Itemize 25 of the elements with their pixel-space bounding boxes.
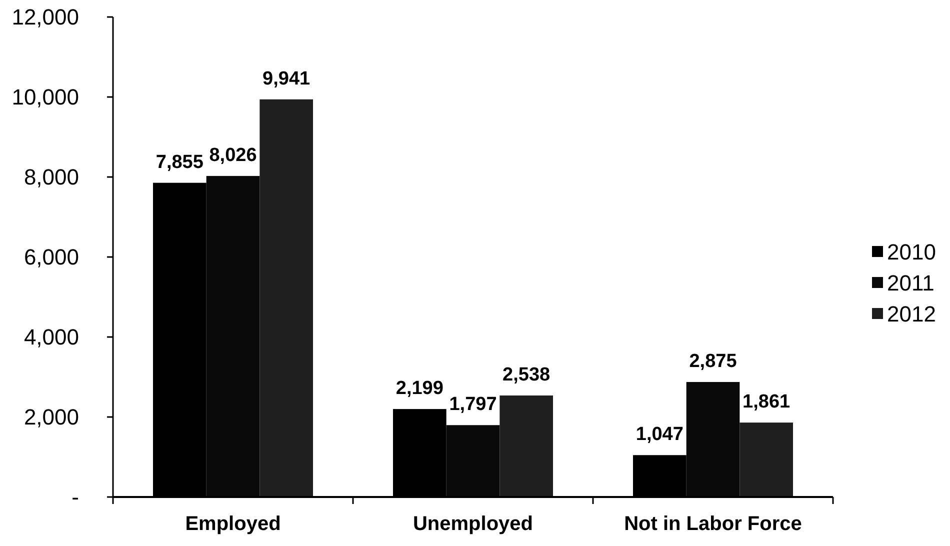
bar xyxy=(500,395,553,497)
data-label: 2,199 xyxy=(396,378,444,400)
y-tick-label: 10,000 xyxy=(12,84,79,110)
y-tick-label: 4,000 xyxy=(24,324,79,350)
data-label: 9,941 xyxy=(262,68,311,90)
y-tick-label: 6,000 xyxy=(24,244,79,270)
data-label: 7,855 xyxy=(156,152,204,173)
legend-label: 2011 xyxy=(887,270,934,296)
data-label: 1,797 xyxy=(449,394,497,416)
bar xyxy=(260,99,313,497)
x-tick-label: Not in Labor Force xyxy=(624,513,802,535)
y-tick-label: - xyxy=(72,484,79,510)
y-tick-label: 12,000 xyxy=(12,4,79,30)
data-label: 2,875 xyxy=(689,351,738,372)
data-label: 1,047 xyxy=(636,424,684,446)
y-tick-label: 2,000 xyxy=(24,404,79,430)
bar xyxy=(740,422,793,497)
x-tick-label: Employed xyxy=(185,513,281,535)
legend-label: 2012 xyxy=(887,302,936,327)
y-tick-label: 8,000 xyxy=(24,164,79,190)
x-tick-label: Unemployed xyxy=(412,513,534,535)
data-label: 8,026 xyxy=(209,144,257,166)
data-label: 1,861 xyxy=(742,392,791,413)
legend-label: 2010 xyxy=(887,240,936,265)
data-label: 2,538 xyxy=(502,364,550,386)
